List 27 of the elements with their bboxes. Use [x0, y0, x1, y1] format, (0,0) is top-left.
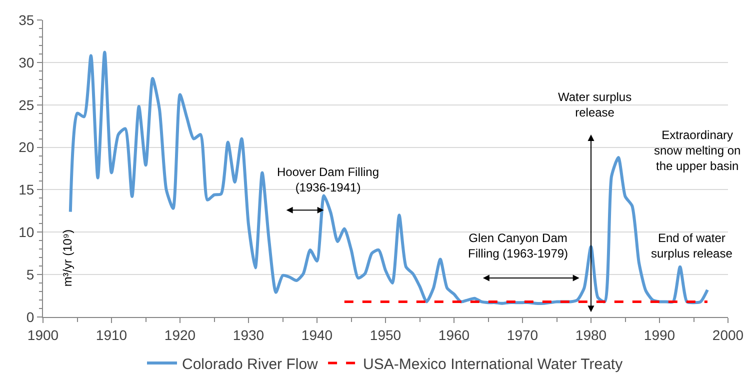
y-tick-label: 25 — [18, 96, 34, 113]
y-axis-title: m³/yr (10⁹) — [60, 229, 74, 287]
x-tick-label: 1930 — [232, 326, 264, 343]
y-tick-label: 20 — [18, 139, 34, 156]
x-tick-label: 1970 — [506, 326, 538, 343]
x-tick-label: 1980 — [575, 326, 607, 343]
x-tick-label: 2000 — [712, 326, 744, 343]
annotation: End of water surplus release — [651, 231, 733, 261]
annotation: Water surplus release — [558, 90, 632, 120]
x-tick-label: 1910 — [96, 326, 128, 343]
x-tick-label: 1900 — [27, 326, 59, 343]
annotation: Glen Canyon Dam Filling (1963-1979) — [468, 231, 568, 261]
annotation: Hoover Dam Filling (1936-1941) — [277, 165, 380, 195]
x-tick-label: 1940 — [301, 326, 333, 343]
y-tick-label: 10 — [18, 224, 34, 240]
x-tick-label: 1990 — [644, 326, 676, 343]
y-tick-label: 15 — [18, 182, 34, 198]
y-tick-label: 5 — [26, 266, 34, 282]
x-tick-label: 1920 — [164, 326, 196, 343]
legend-label: Colorado River Flow — [182, 356, 318, 373]
annotation: Extraordinary snow melting on the upper basin — [654, 128, 741, 174]
y-tick-label: 0 — [26, 308, 34, 325]
y-tick-label: 30 — [18, 54, 34, 70]
x-tick-label: 1960 — [438, 326, 470, 343]
x-tick-label: 1950 — [370, 326, 402, 343]
y-tick-label: 35 — [18, 12, 34, 28]
legend-label: USA-Mexico International Water Treaty — [363, 356, 624, 373]
